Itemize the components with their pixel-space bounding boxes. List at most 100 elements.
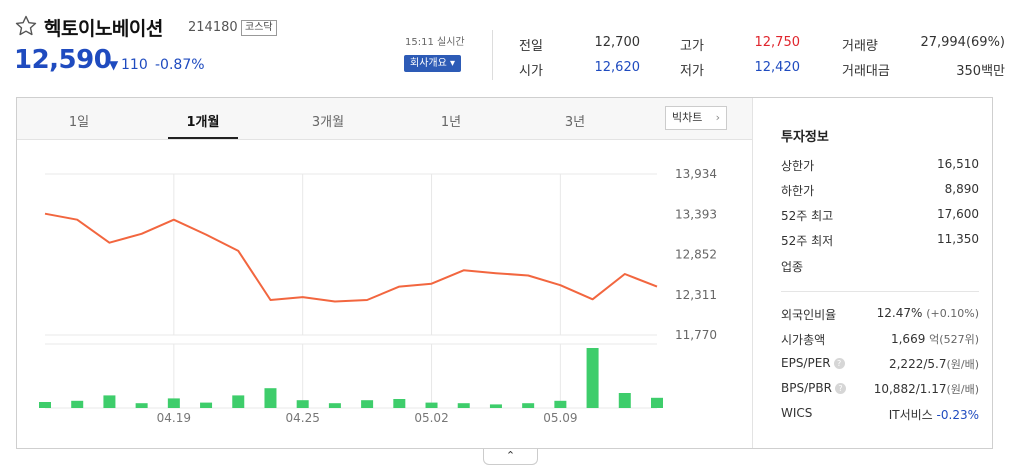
market-cap-value: 1,669 억(527위) <box>891 331 979 347</box>
high52-label: 52주 최고 <box>781 209 834 223</box>
low52-label: 52주 최저 <box>781 234 834 248</box>
bigchart-label: 빅차트 <box>672 111 703 124</box>
bps-pbr-label-text: BPS/PBR <box>781 381 832 395</box>
volume-value: 27,994(69%) <box>920 35 1005 50</box>
investment-info-panel: 투자정보 상한가 16,510 하한가 8,890 52주 최고 17,600 … <box>753 98 992 448</box>
low52-row: 52주 최저 11,350 <box>781 232 979 250</box>
y-tick-label: 12,311 <box>675 288 717 302</box>
wics-value: IT서비스 -0.23% <box>889 406 979 423</box>
wics-row: WICS IT서비스 -0.23% <box>781 406 979 424</box>
low-label: 저가 <box>680 64 704 79</box>
company-overview-button[interactable]: 회사개요 ▾ <box>404 55 461 72</box>
high52-row: 52주 최고 17,600 <box>781 207 979 225</box>
industry-row: 업종 <box>781 258 979 276</box>
wics-sector: IT서비스 <box>888 408 933 422</box>
chevron-up-icon: ⌃ <box>505 449 516 462</box>
price-chart: 04.19 04.25 05.02 05.09 13,934 13,393 12,852 12… <box>39 167 717 425</box>
lower-limit-row: 하한가 8,890 <box>781 182 979 200</box>
high52-value: 17,600 <box>937 207 979 221</box>
open-label: 시가 <box>519 64 543 79</box>
header-divider <box>492 30 493 80</box>
eps-per-label: EPS/PER? <box>781 356 845 370</box>
volume-bar <box>39 402 51 408</box>
volume-bar <box>167 398 180 408</box>
upper-limit-row: 상한가 16,510 <box>781 157 979 175</box>
volume-bar <box>425 402 438 408</box>
volume-bar <box>651 397 663 408</box>
eps-per-row: EPS/PER? 2,222/5.7(원/배) <box>781 356 979 374</box>
info-divider <box>781 291 979 292</box>
foreign-ratio-row: 외국인비율 12.47% (+0.10%) <box>781 306 979 324</box>
foreign-ratio-change: (+0.10%) <box>926 307 979 320</box>
tab-3month[interactable]: 3개월 <box>311 115 345 130</box>
volume-bar <box>586 348 599 408</box>
market-cap-label: 시가총액 <box>781 333 826 347</box>
x-tick-label: 05.09 <box>543 411 577 425</box>
volume-bar <box>393 399 406 408</box>
active-tab-underline <box>168 137 238 139</box>
volume-bar <box>200 402 213 408</box>
chart-panel: 1일 1개월 3개월 1년 3년 빅차트 › 04.19 04.25 05.02 05… <box>16 97 993 449</box>
price-line <box>44 212 658 303</box>
volume-bar <box>457 403 470 408</box>
trade-value-value: 350백만 <box>956 64 1005 79</box>
upper-limit-label: 상한가 <box>781 159 815 173</box>
volume-bar <box>232 395 245 408</box>
volume-bar <box>522 403 535 408</box>
volume-bar <box>328 403 341 408</box>
market-cap-unit: 억(527위) <box>929 333 979 346</box>
high-value: 12,750 <box>754 35 801 50</box>
eps-per-unit: (원/배) <box>946 358 979 371</box>
volume-bar <box>554 400 567 408</box>
eps-help-icon[interactable]: ? <box>833 358 845 369</box>
open-value: 12,620 <box>594 60 641 75</box>
stock-code: 214180 <box>188 20 238 35</box>
prev-close-value: 12,700 <box>594 35 641 50</box>
market-badge: 코스닥 <box>241 20 277 36</box>
industry-label: 업종 <box>781 260 804 274</box>
favorite-star-icon[interactable] <box>14 14 38 38</box>
tab-3year[interactable]: 3년 <box>564 115 586 130</box>
lower-limit-value: 8,890 <box>944 182 979 196</box>
volume-bar <box>361 400 374 408</box>
foreign-ratio-label: 외국인비율 <box>781 308 837 322</box>
volume-bar <box>489 404 502 408</box>
wics-label: WICS <box>781 406 813 420</box>
volume-bar <box>103 395 116 408</box>
stock-name: 헥토이노베이션 <box>44 18 163 40</box>
tab-1year[interactable]: 1년 <box>440 115 462 130</box>
low-value: 12,420 <box>754 60 801 75</box>
y-tick-label: 13,393 <box>675 207 717 221</box>
y-tick-label: 11,770 <box>675 328 717 342</box>
lower-limit-label: 하한가 <box>781 184 815 198</box>
bigchart-button[interactable]: 빅차트 › <box>665 106 727 130</box>
bps-pbr-value: 10,882/1.17(원/배) <box>874 381 979 397</box>
x-tick-label: 05.02 <box>414 411 448 425</box>
collapse-button[interactable]: ⌃ <box>483 449 538 465</box>
volume-label: 거래량 <box>842 39 878 54</box>
foreign-ratio-number: 12.47% <box>876 306 923 320</box>
market-cap-row: 시가총액 1,669 억(527위) <box>781 331 979 349</box>
bps-help-icon[interactable]: ? <box>834 383 846 394</box>
period-tabs: 1일 1개월 3개월 1년 3년 빅차트 › <box>17 98 752 140</box>
trade-value-label: 거래대금 <box>842 64 890 79</box>
down-arrow-icon: ▼ <box>109 58 119 72</box>
panel-divider <box>752 98 753 448</box>
tab-1month[interactable]: 1개월 <box>186 115 220 130</box>
volume-bar <box>296 400 309 408</box>
wics-change: -0.23% <box>936 408 979 422</box>
realtime-label: 15:11 실시간 <box>405 37 465 48</box>
bps-pbr-number: 10,882/1.17 <box>873 382 947 396</box>
volume-bar <box>135 403 148 408</box>
prev-close-label: 전일 <box>519 39 543 54</box>
tab-1day[interactable]: 1일 <box>68 115 90 130</box>
change-amount: 110 <box>121 57 148 73</box>
stock-header: 헥토이노베이션 214180 코스닥 12,590 ▼ 110 -0.87% 1… <box>0 0 1026 96</box>
volume-bar <box>618 393 631 408</box>
low52-value: 11,350 <box>937 232 979 246</box>
volume-bar <box>71 400 84 408</box>
y-tick-label: 12,852 <box>675 248 717 262</box>
eps-per-number: 2,222/5.7 <box>888 357 947 371</box>
bps-pbr-label: BPS/PBR? <box>781 381 846 395</box>
upper-limit-value: 16,510 <box>937 157 979 171</box>
